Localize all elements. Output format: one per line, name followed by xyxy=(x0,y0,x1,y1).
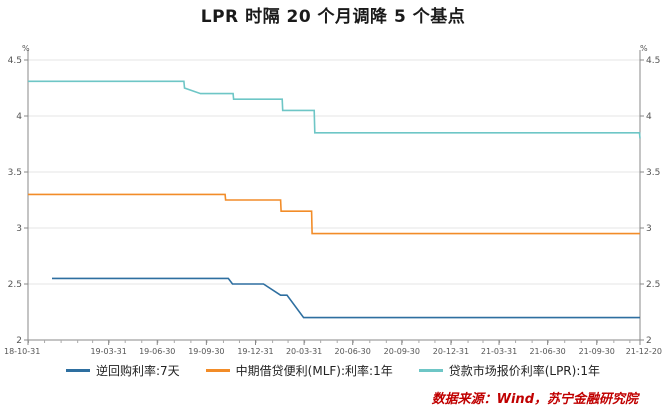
line-chart: 2 2 2.5 2.5 3 3 3.5 3.5 4 4 4.5 4.5 18-10-31 19-03-31… xyxy=(4,44,662,356)
legend-item[interactable]: 逆回购利率:7天 xyxy=(65,362,180,379)
series-line-0 xyxy=(52,277,640,319)
y-tick-label-right: 2 xyxy=(646,336,652,346)
x-tick-label: 21-09-30 xyxy=(579,347,615,356)
grid-lines xyxy=(28,59,640,341)
axes: 2 2 2.5 2.5 3 3 3.5 3.5 4 4 4.5 4.5 18-10-31 19-03-31… xyxy=(4,50,662,356)
series-line-1 xyxy=(28,193,640,235)
right-axis-unit: % xyxy=(640,44,648,53)
x-tick-label: 19-09-30 xyxy=(188,347,224,356)
y-tick-label-left: 4 xyxy=(16,112,22,122)
y-tick-label-left: 3 xyxy=(16,224,22,234)
data-source-note: 数据来源：Wind，苏宁金融研究院 xyxy=(431,392,638,407)
x-tick-label: 19-03-31 xyxy=(90,347,126,356)
x-tick-label: 21-06-30 xyxy=(529,347,565,356)
y-tick-label-left: 3.5 xyxy=(8,168,22,178)
x-tick-label: 18-10-31 xyxy=(4,347,40,356)
y-tick-label-right: 4.5 xyxy=(646,56,660,66)
x-tick-label: 20-09-30 xyxy=(384,347,420,356)
x-tick-label: 20-12-31 xyxy=(433,347,469,356)
y-tick-label-left: 2 xyxy=(16,336,22,346)
x-tick-label: 19-12-31 xyxy=(237,347,273,356)
legend-item[interactable]: 贷款市场报价利率(LPR):1年 xyxy=(418,362,601,379)
series-lines xyxy=(28,80,641,319)
x-tick-label: 21-12-20 xyxy=(626,347,662,356)
legend-item[interactable]: 中期借贷便利(MLF):利率:1年 xyxy=(205,362,393,379)
chart-title: LPR 时隔 20 个月调降 5 个基点 xyxy=(200,7,466,27)
y-tick-label-right: 3 xyxy=(646,224,652,234)
y-tick-label-left: 4.5 xyxy=(8,56,22,66)
legend-label: 贷款市场报价利率(LPR):1年 xyxy=(448,364,601,378)
legend: 逆回购利率:7天 中期借贷便利(MLF):利率:1年 贷款市场报价利率(LPR):1… xyxy=(0,362,666,379)
y-tick-label-right: 2.5 xyxy=(646,280,660,290)
y-tick-label-right: 3.5 xyxy=(646,168,660,178)
legend-label: 中期借贷便利(MLF):利率:1年 xyxy=(235,364,393,378)
y-tick-label-left: 2.5 xyxy=(8,280,22,290)
x-tick-label: 20-06-30 xyxy=(335,347,371,356)
x-tick-label: 21-03-31 xyxy=(481,347,517,356)
series-line-2 xyxy=(28,80,641,139)
legend-swatch xyxy=(65,369,90,372)
x-tick-label: 19-06-30 xyxy=(139,347,175,356)
legend-label: 逆回购利率:7天 xyxy=(95,364,180,378)
legend-swatch xyxy=(418,369,443,372)
x-tick-label: 20-03-31 xyxy=(286,347,322,356)
y-tick-label-right: 4 xyxy=(646,112,652,122)
left-axis-unit: % xyxy=(22,44,30,53)
legend-swatch xyxy=(205,369,230,372)
